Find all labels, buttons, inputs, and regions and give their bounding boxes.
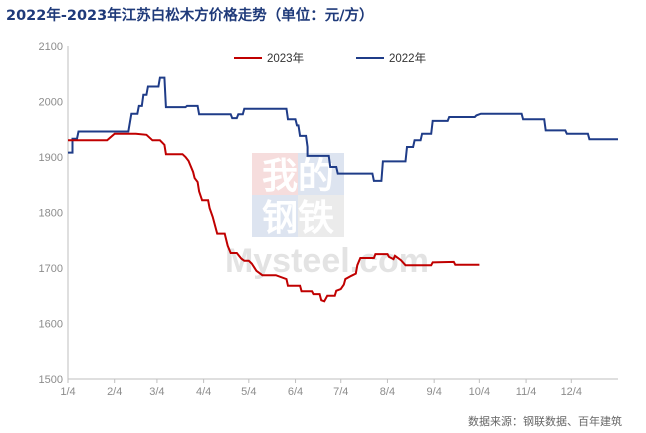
y-tick-label: 1800: [39, 208, 63, 220]
x-tick-label: 6/4: [288, 386, 303, 398]
y-tick-label: 2000: [39, 97, 63, 109]
y-tick-label: 2100: [39, 41, 63, 53]
chart-title: 2022年-2023年江苏白松木方价格走势（单位：元/方）: [6, 8, 374, 24]
y-tick-label: 1600: [39, 319, 63, 331]
y-tick-label: 1700: [39, 263, 63, 275]
legend-label: 2022年: [389, 51, 426, 65]
series-line-2023年: [68, 132, 480, 303]
x-tick-label: 2/4: [107, 386, 122, 398]
x-tick-label: 9/4: [427, 386, 442, 398]
x-tick-label: 12/4: [561, 386, 582, 398]
x-axis-ticks: 1/4 2/4 3/4 4/4 5/4 6/4 7/4 8/4 9/4 10/4 11/4 12/4: [60, 379, 582, 398]
watermark-cn-top: 我的: [262, 155, 334, 196]
watermark-en: Mysteel.com: [225, 242, 429, 280]
y-tick-label: 1900: [39, 152, 63, 164]
legend-label: 2023年: [267, 51, 304, 65]
data-source-note: 数据来源：钢联数据、百年建筑: [468, 415, 622, 428]
mysteel-watermark: 我的 钢铁 Mysteel.com: [225, 153, 429, 280]
y-axis-ticks: 1500 1600 1700 1800 1900 2000 2100: [39, 41, 63, 386]
x-tick-label: 11/4: [516, 386, 537, 398]
x-tick-label: 3/4: [149, 386, 164, 398]
watermark-cn-bottom: 钢铁: [262, 197, 334, 238]
x-tick-label: 4/4: [196, 386, 211, 398]
series-line-2022年: [68, 76, 618, 182]
watermark-tile-2: [298, 153, 344, 195]
x-tick-label: 8/4: [380, 386, 395, 398]
y-tick-label: 1500: [39, 374, 63, 386]
x-tick-label: 10/4: [469, 386, 490, 398]
x-tick-label: 1/4: [60, 386, 75, 398]
series-lines: [68, 76, 618, 303]
watermark-tile-4: [298, 195, 344, 237]
x-tick-label: 5/4: [241, 386, 256, 398]
legend: 2023年 2022年: [234, 51, 426, 65]
watermark-tile-3: [252, 195, 298, 237]
x-tick-label: 7/4: [333, 386, 348, 398]
watermark-tile-1: [252, 153, 298, 195]
